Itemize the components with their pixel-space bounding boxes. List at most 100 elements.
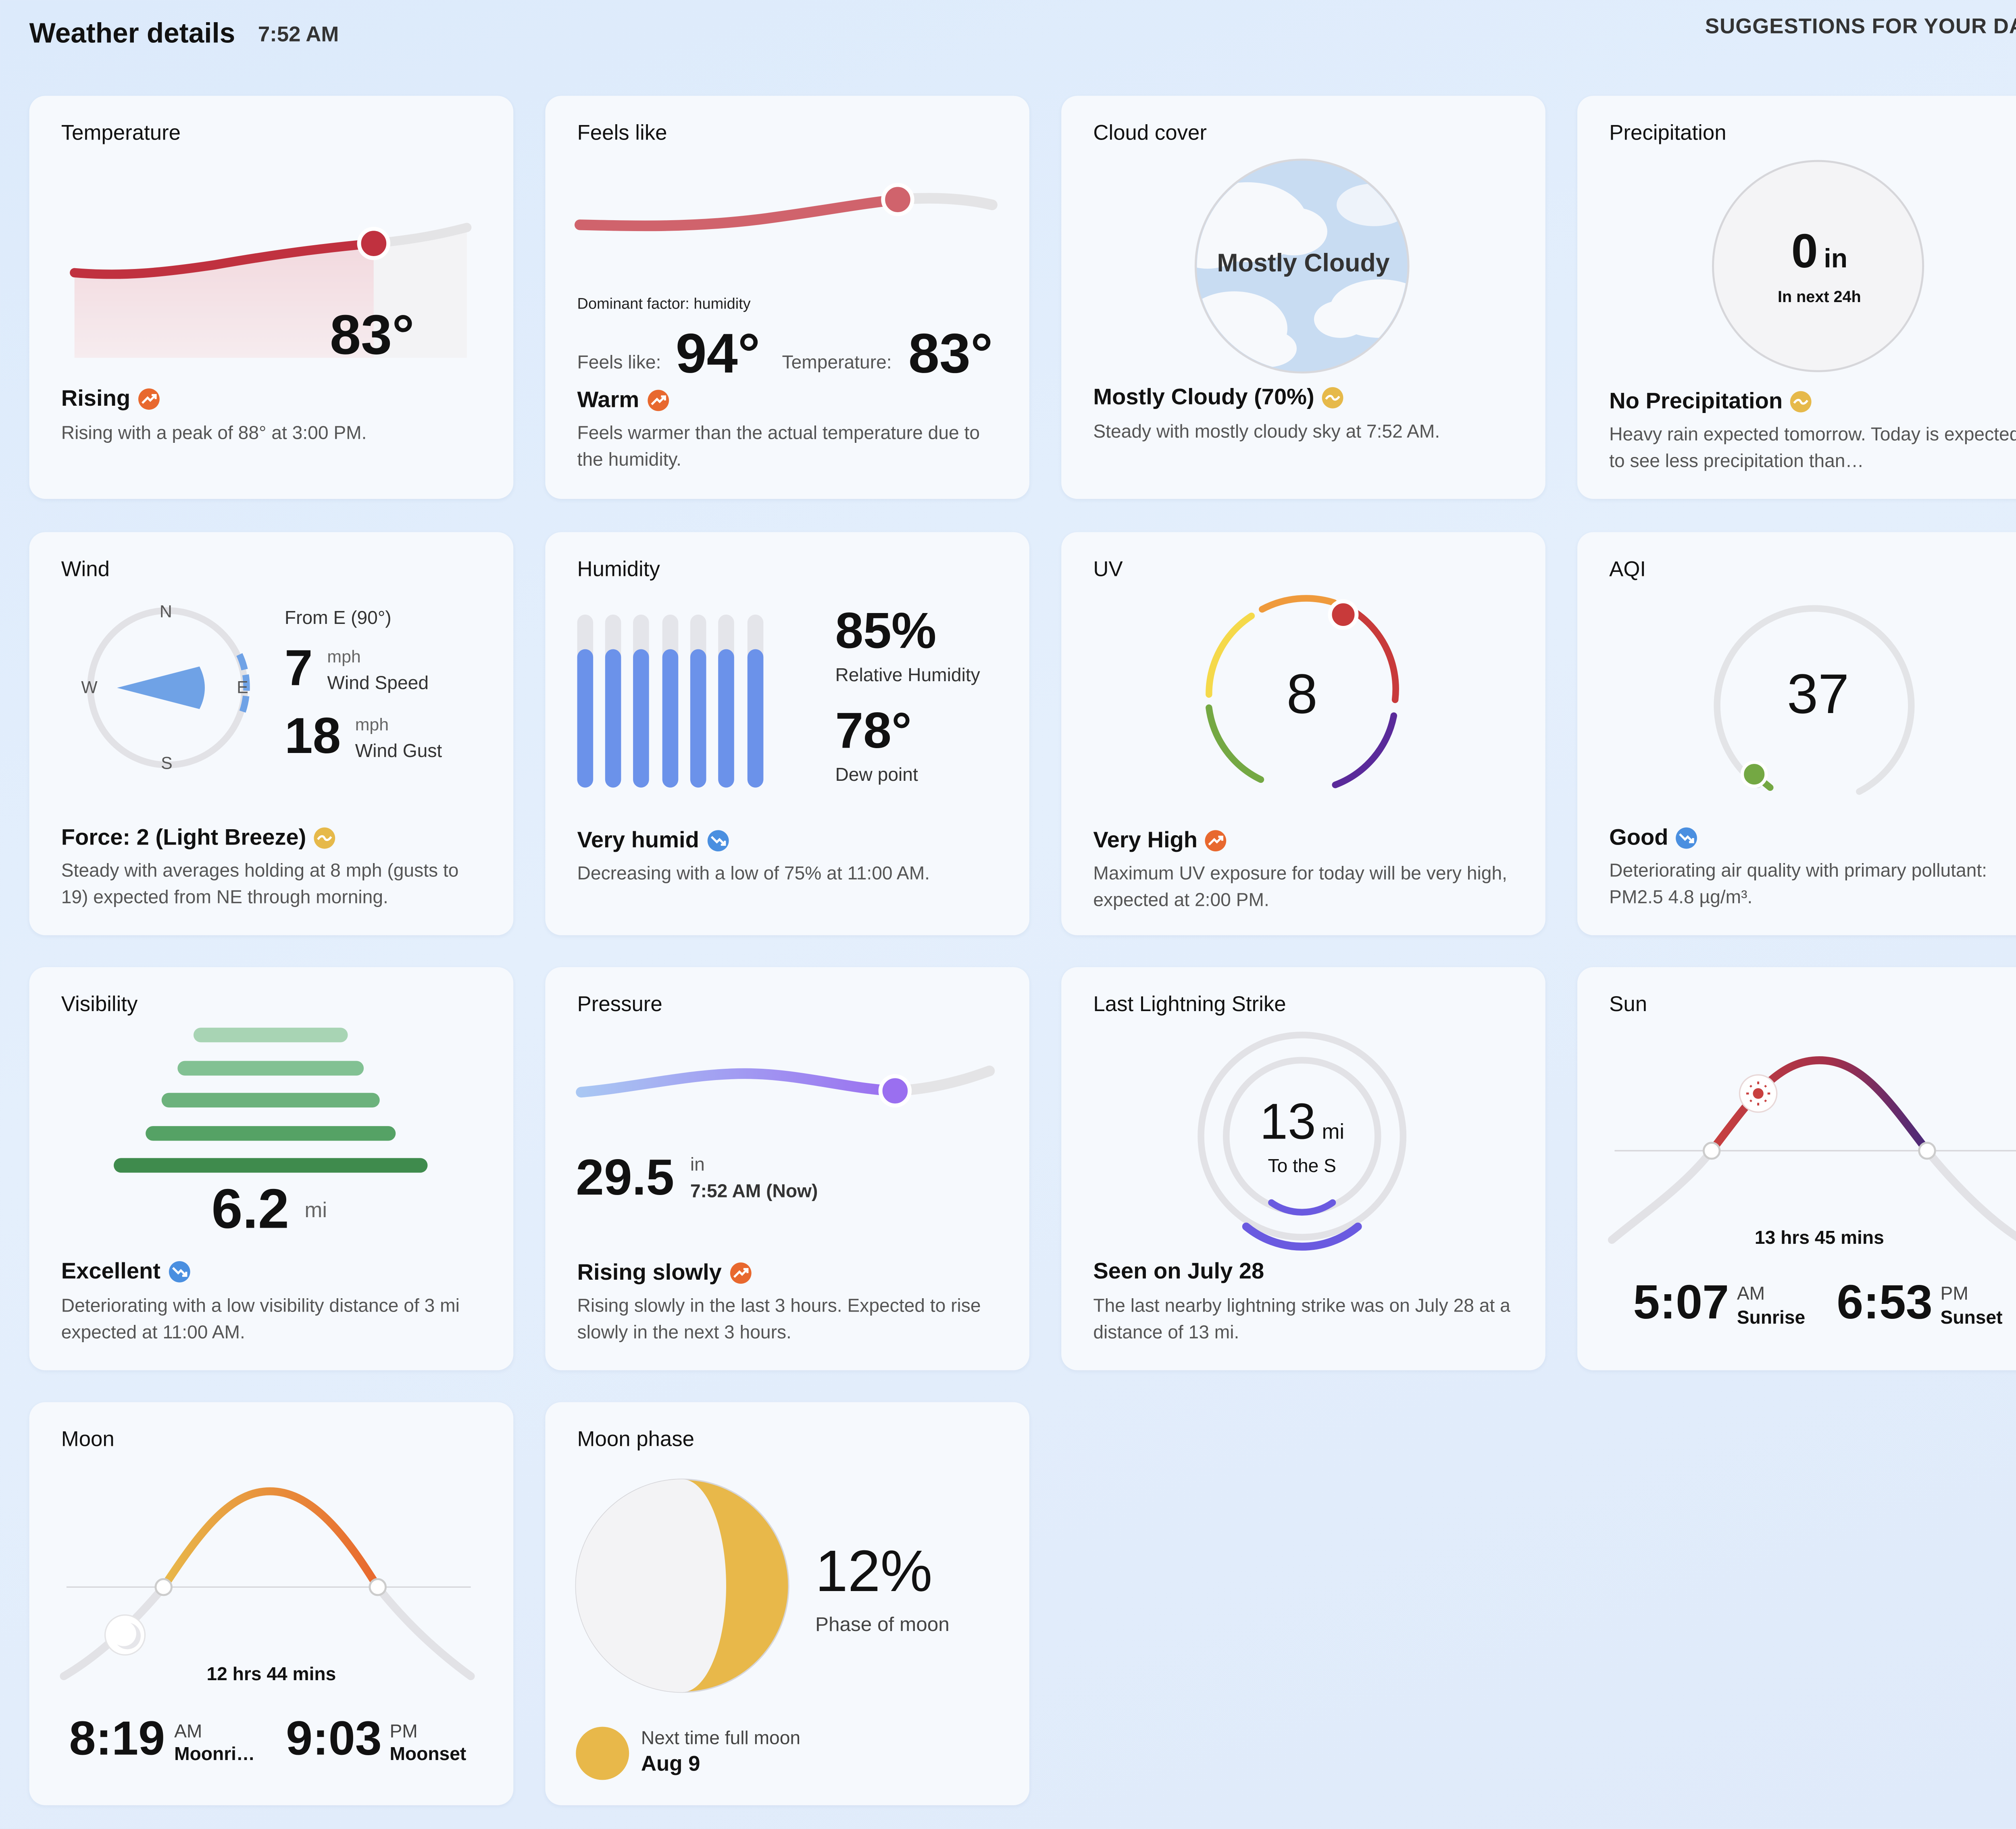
uv-gauge bbox=[1206, 595, 1399, 788]
status-label: Very humid bbox=[577, 827, 699, 853]
trend-steady-icon bbox=[1790, 391, 1812, 413]
lightning-card[interactable]: Last Lightning Strike 13 mi To the S See… bbox=[1061, 967, 1545, 1370]
card-title: UV bbox=[1093, 559, 1123, 582]
sunrise-time: 5:07 bbox=[1633, 1274, 1729, 1329]
lightning-direction: To the S bbox=[1268, 1155, 1336, 1176]
moonrise-time: 8:19 bbox=[69, 1710, 165, 1766]
future-area bbox=[373, 227, 467, 358]
uv-value: 8 bbox=[1286, 662, 1318, 725]
cloud-label: Mostly Cloudy bbox=[1217, 250, 1390, 278]
amount-unit: in bbox=[1824, 244, 1848, 274]
precipitation-gauge bbox=[1712, 160, 1924, 372]
wind-speed-label: Wind Speed bbox=[327, 672, 429, 693]
visibility-chart bbox=[114, 1028, 428, 1173]
sun-path-chart bbox=[1608, 1056, 2016, 1244]
feels-label: Feels like: bbox=[577, 351, 661, 373]
status-label: Mostly Cloudy (70%) bbox=[1093, 384, 1314, 410]
sunset-ampm: PM bbox=[1940, 1282, 1968, 1304]
wind-gust-label: Wind Gust bbox=[355, 739, 442, 761]
status-label: Good bbox=[1609, 825, 1668, 850]
moonset-label: Moonset bbox=[389, 1743, 467, 1764]
dew-point-value: 78° bbox=[835, 703, 912, 760]
dominant-factor: Dominant factor: humidity bbox=[577, 296, 751, 313]
wind-card[interactable]: Wind N E S W From E (90°) 7 mph Wind Spe… bbox=[29, 532, 514, 935]
status-label: Rising bbox=[61, 386, 131, 411]
moon-night-path-end bbox=[373, 1583, 475, 1681]
humidity-status: Very humid bbox=[577, 828, 729, 854]
trend-area bbox=[74, 243, 374, 358]
moon-icon bbox=[104, 1614, 146, 1656]
visibility-unit: mi bbox=[304, 1200, 327, 1223]
status-label: Seen on July 28 bbox=[1093, 1258, 1264, 1284]
visibility-description: Deteriorating with a low visibility dist… bbox=[61, 1294, 460, 1342]
cloud-cover-card[interactable]: Cloud cover Mostly Cloudy Mostly Cloudy … bbox=[1061, 96, 1545, 499]
compass-east: E bbox=[237, 677, 248, 697]
aqi-description: Deteriorating air quality with primary p… bbox=[1609, 859, 1987, 907]
moon-card[interactable]: Moon 12 hrs 44 mins 8:19 AM Moonri… 9:03… bbox=[29, 1402, 514, 1806]
trend-down-icon bbox=[168, 1261, 190, 1283]
page-title: Weather details bbox=[29, 19, 235, 50]
visibility-value: 6.2 bbox=[211, 1177, 289, 1240]
aqi-marker bbox=[1740, 760, 1768, 788]
wind-speed: 7 bbox=[284, 641, 313, 697]
moon-phase-value: 12% bbox=[815, 1539, 933, 1604]
amount-value: 0 bbox=[1791, 223, 1818, 278]
lightning-description: The last nearby lightning strike was on … bbox=[1093, 1294, 1510, 1342]
card-title: Feels like bbox=[577, 122, 667, 145]
pressure-status: Rising slowly bbox=[577, 1260, 751, 1287]
cloud-icon bbox=[1194, 158, 1410, 374]
wind-direction: From E (90°) bbox=[284, 607, 392, 628]
visibility-card[interactable]: Visibility 6.2 mi Excellent Deterioratin… bbox=[29, 967, 514, 1370]
sun-card[interactable]: Sun 13 hrs 45 mins 5:07 AM Sunrise 6:53 … bbox=[1577, 967, 2016, 1370]
precipitation-status: No Precipitation bbox=[1609, 388, 1812, 415]
card-title: Sun bbox=[1609, 993, 1647, 1017]
sun-night-path-end bbox=[1923, 1147, 2016, 1241]
precipitation-card[interactable]: Precipitation 0 in In next 24h No Precip… bbox=[1577, 96, 2016, 499]
status-label: Excellent bbox=[61, 1258, 160, 1284]
pressure-value: 29.5 bbox=[576, 1151, 675, 1207]
feels-like-card[interactable]: Feels like Dominant factor: humidity Fee… bbox=[545, 96, 1030, 499]
temperature-card[interactable]: Temperature 83° Rising Rising with a pea… bbox=[29, 96, 514, 499]
humidity-card[interactable]: Humidity 85% Relative Humidity 78° Dew p… bbox=[545, 532, 1030, 935]
lightning-distance: 13 mi bbox=[1235, 1095, 1368, 1152]
pressure-time: 7:52 AM (Now) bbox=[690, 1180, 818, 1201]
moon-phase-card[interactable]: Moon phase 12% Phase of moon Next time f… bbox=[545, 1402, 1030, 1806]
wind-gust: 18 bbox=[284, 709, 341, 765]
humidity-label: Relative Humidity bbox=[835, 663, 980, 685]
suggestions-label: SUGGESTIONS FOR YOUR DAY bbox=[1705, 16, 2016, 39]
compass-north: N bbox=[159, 601, 172, 621]
compass-west: W bbox=[81, 677, 98, 697]
moon-phase-label: Phase of moon bbox=[815, 1614, 950, 1637]
humidity-value: 85% bbox=[835, 604, 937, 660]
moonset-ampm: PM bbox=[389, 1720, 418, 1741]
wind-speed-unit: mph bbox=[327, 647, 361, 667]
humidity-bars bbox=[577, 614, 764, 788]
dew-point-label: Dew point bbox=[835, 763, 918, 785]
update-time: 7:52 AM bbox=[258, 24, 339, 47]
trend-steady-icon bbox=[314, 827, 335, 849]
suggestions-link[interactable]: SUGGESTIONS FOR YOUR DAY bbox=[1705, 16, 2016, 40]
card-title: Humidity bbox=[577, 559, 660, 582]
feels-like-description: Feels warmer than the actual temperature… bbox=[577, 421, 980, 469]
trend-line bbox=[574, 194, 903, 231]
current-marker bbox=[881, 183, 914, 217]
trend-line bbox=[576, 1068, 899, 1098]
temperature-value: 83° bbox=[330, 303, 414, 366]
aqi-status: Good bbox=[1609, 825, 1698, 851]
pressure-card[interactable]: Pressure 29.5 in 7:52 AM (Now) Rising sl… bbox=[545, 967, 1030, 1370]
temperature-trend-chart bbox=[70, 223, 472, 358]
uv-card[interactable]: UV 8 Very High Maximum UV exposure for t… bbox=[1061, 532, 1545, 935]
aqi-card[interactable]: AQI 37 Good Deteriorating air quality wi… bbox=[1577, 532, 2016, 935]
card-title: Visibility bbox=[61, 993, 138, 1017]
sunrise-ampm: AM bbox=[1737, 1282, 1765, 1304]
card-title: Pressure bbox=[577, 993, 662, 1017]
status-label: Force: 2 (Light Breeze) bbox=[61, 825, 306, 850]
aqi-value: 37 bbox=[1787, 662, 1849, 725]
feels-value: 94° bbox=[675, 322, 760, 385]
trend-up-icon bbox=[1205, 830, 1227, 852]
wind-status: Force: 2 (Light Breeze) bbox=[61, 825, 335, 851]
cloud-description: Steady with mostly cloudy sky at 7:52 AM… bbox=[1093, 420, 1440, 442]
next-full-moon-date: Aug 9 bbox=[641, 1753, 700, 1776]
sunset-label: Sunset bbox=[1940, 1306, 2003, 1328]
uv-description: Maximum UV exposure for today will be ve… bbox=[1093, 862, 1507, 909]
